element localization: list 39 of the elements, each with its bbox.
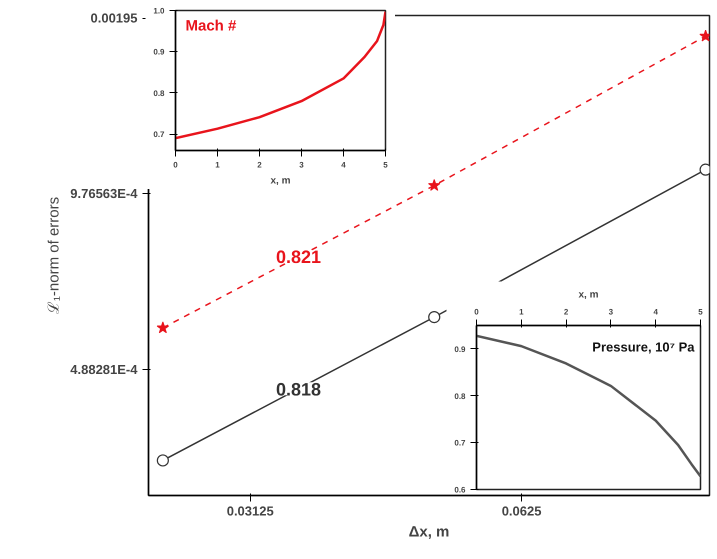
y-axis-title: ℒ₁-norm of errors bbox=[45, 196, 62, 314]
y-tick-label: 0.7 bbox=[153, 130, 166, 140]
x-tick-label: 0.03125 bbox=[226, 504, 274, 518]
line-series bbox=[476, 334, 700, 478]
annotation: 0.821 bbox=[276, 247, 322, 268]
x-tick-label: 0 bbox=[173, 160, 178, 170]
x-tick-label: 2 bbox=[564, 308, 569, 316]
y-tick-label: 0.6 bbox=[454, 486, 466, 494]
x-tick-label: 2 bbox=[257, 160, 262, 170]
x-tick-label: 3 bbox=[299, 160, 304, 170]
text: Pressure, 10⁷ Pa bbox=[592, 340, 696, 354]
x-tick-label: 0 bbox=[474, 308, 480, 316]
y-tick-label: 0.8 bbox=[153, 88, 166, 98]
x-tick-label: 4 bbox=[341, 160, 346, 170]
y-tick-label: 0.9 bbox=[153, 48, 166, 57]
x-tick-label: 5 bbox=[698, 308, 704, 316]
x-tick-label: 1 bbox=[519, 308, 524, 316]
x-tick-label: 1 bbox=[215, 160, 220, 170]
line-series bbox=[176, 10, 386, 140]
x-axis-title: x, m bbox=[578, 290, 599, 300]
x-tick-label: 0.0625 bbox=[502, 504, 542, 518]
y-tick-label: 4.88281E-4 bbox=[70, 362, 138, 377]
point bbox=[428, 178, 440, 191]
x-axis-title: x, m bbox=[270, 176, 291, 186]
y-tick-label: 0.7 bbox=[454, 438, 466, 448]
point bbox=[428, 311, 440, 324]
x-tick-label: 3 bbox=[608, 308, 614, 316]
x-axis-title: Δx, m bbox=[408, 524, 450, 540]
y-tick-label: 9.76563E-4 bbox=[70, 186, 138, 202]
y-tick-label: 0.9 bbox=[454, 344, 466, 354]
x-tick-label: 4 bbox=[653, 308, 658, 316]
annotation: 0.818 bbox=[276, 379, 322, 400]
y-tick-label: 0.00195 bbox=[90, 10, 138, 26]
point bbox=[156, 454, 169, 467]
y-tick-label: 0.8 bbox=[454, 392, 466, 401]
text: Mach # bbox=[186, 18, 238, 34]
x-tick-label: 5 bbox=[383, 160, 388, 170]
point bbox=[156, 321, 170, 334]
y-tick-label: 1.0 bbox=[153, 6, 166, 16]
